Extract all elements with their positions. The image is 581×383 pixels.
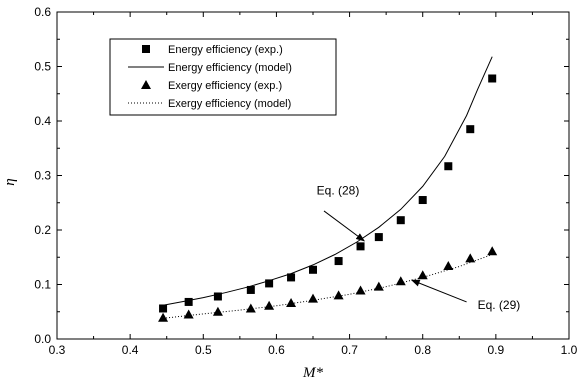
annotation-arrow [410, 279, 467, 303]
data-point-triangle [443, 260, 454, 270]
data-point-triangle [286, 298, 297, 308]
x-axis-ticks: 0.3 0.4 0.5 0.6 0.7 0.8 0.9 1.0 [49, 12, 578, 357]
x-tick-label: 1.0 [561, 343, 578, 357]
x-axis-label: M* [302, 365, 323, 381]
data-point-square [184, 297, 193, 306]
y-tick-label: 0.6 [34, 5, 51, 19]
data-point-square [466, 125, 475, 134]
y-tick-label: 0.3 [34, 169, 51, 183]
legend-swatch-energy-exp [142, 45, 150, 53]
annotation-label: Eq. (28) [317, 184, 360, 198]
data-point-triangle [158, 312, 169, 322]
data-point-square [265, 279, 274, 288]
series-line [163, 254, 493, 319]
data-point-square [418, 196, 427, 205]
data-point-triangle [355, 285, 366, 295]
data-point-square [356, 242, 365, 251]
data-point-square [444, 162, 453, 171]
data-point-square [287, 273, 296, 282]
annotation-label: Eq. (29) [478, 298, 521, 312]
data-point-square [374, 233, 383, 242]
legend-swatch-exergy-exp [141, 80, 151, 89]
x-tick-label: 0.5 [195, 343, 212, 357]
x-tick-label: 0.3 [49, 343, 66, 357]
legend-text-energy-model: Energy efficiency (model) [168, 62, 292, 74]
y-tick-label: 0.1 [34, 278, 51, 292]
data-point-triangle [465, 253, 476, 263]
y-axis-label: η [2, 178, 18, 185]
data-point-square [334, 257, 343, 266]
data-point-triangle [395, 276, 406, 286]
y-axis-ticks: 0.0 0.1 0.2 0.3 0.4 0.5 0.6 [34, 5, 569, 346]
legend: Energy efficiency (exp.) Energy efficien… [109, 38, 337, 116]
data-point-triangle [212, 306, 223, 316]
data-point-triangle [264, 300, 275, 310]
x-tick-label: 0.4 [122, 343, 139, 357]
data-point-square [213, 292, 222, 301]
data-point-triangle [183, 309, 194, 319]
legend-text-energy-exp: Energy efficiency (exp.) [168, 44, 283, 56]
y-tick-label: 0.4 [34, 114, 51, 128]
annotation-layer: Eq. (28) Eq. (29) [317, 184, 521, 312]
data-point-triangle [373, 281, 384, 291]
data-point-square [309, 265, 317, 274]
y-tick-label: 0.2 [34, 223, 51, 237]
data-point-square [246, 285, 255, 294]
data-point-triangle [417, 270, 428, 280]
x-tick-label: 0.9 [488, 343, 505, 357]
data-point-square [488, 74, 497, 83]
x-tick-label: 0.6 [268, 343, 285, 357]
data-point-triangle [333, 290, 344, 300]
y-tick-label: 0.5 [34, 60, 51, 74]
data-point-square [396, 216, 405, 225]
x-tick-label: 0.7 [341, 343, 358, 357]
x-tick-label: 0.8 [414, 343, 431, 357]
series-layer [158, 56, 498, 322]
legend-text-exergy-model: Exergy efficiency (model) [168, 98, 291, 110]
data-point-square [159, 304, 168, 313]
y-tick-label: 0.0 [34, 332, 51, 346]
data-point-triangle [487, 246, 498, 256]
data-point-triangle [245, 303, 256, 313]
annotation-arrow [323, 210, 366, 242]
data-point-triangle [308, 293, 318, 303]
legend-text-exergy-exp: Exergy efficiency (exp.) [168, 80, 282, 92]
